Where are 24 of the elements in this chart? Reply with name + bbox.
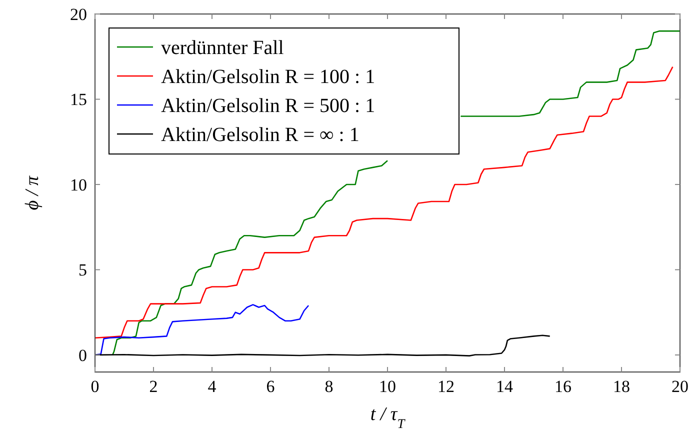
y-tick-label: 5 <box>78 260 87 280</box>
legend-label: Aktin/Gelsolin R = ∞ : 1 <box>161 124 360 146</box>
x-tick-label: 4 <box>208 377 217 396</box>
x-tick-label: 6 <box>266 377 275 396</box>
y-tick-label: 0 <box>78 346 87 365</box>
legend-label: Aktin/Gelsolin R = 100 : 1 <box>161 66 376 88</box>
legend-label: Aktin/Gelsolin R = 500 : 1 <box>161 95 376 117</box>
line-series <box>95 66 674 339</box>
x-tick-label: 10 <box>379 377 396 396</box>
x-tick-label: 14 <box>496 377 514 396</box>
x-tick-label: 20 <box>672 377 688 396</box>
legend-label: verdünnter Fall <box>161 37 284 59</box>
x-tick-label: 0 <box>90 377 100 396</box>
y-tick-label: 10 <box>70 175 87 194</box>
x-tick-label: 2 <box>149 377 158 396</box>
x-axis-title: t / τ$_{T}$ <box>370 404 406 430</box>
x-tick-label: 16 <box>554 377 572 396</box>
y-tick-label: 20 <box>70 4 87 24</box>
line-series <box>95 304 310 356</box>
y-axis-title: ϕ / π <box>22 175 43 210</box>
x-tick-label: 12 <box>438 377 454 396</box>
x-tick-label: 8 <box>324 377 334 396</box>
y-tick-label: 15 <box>70 90 87 110</box>
x-tick-label: 18 <box>613 377 630 396</box>
